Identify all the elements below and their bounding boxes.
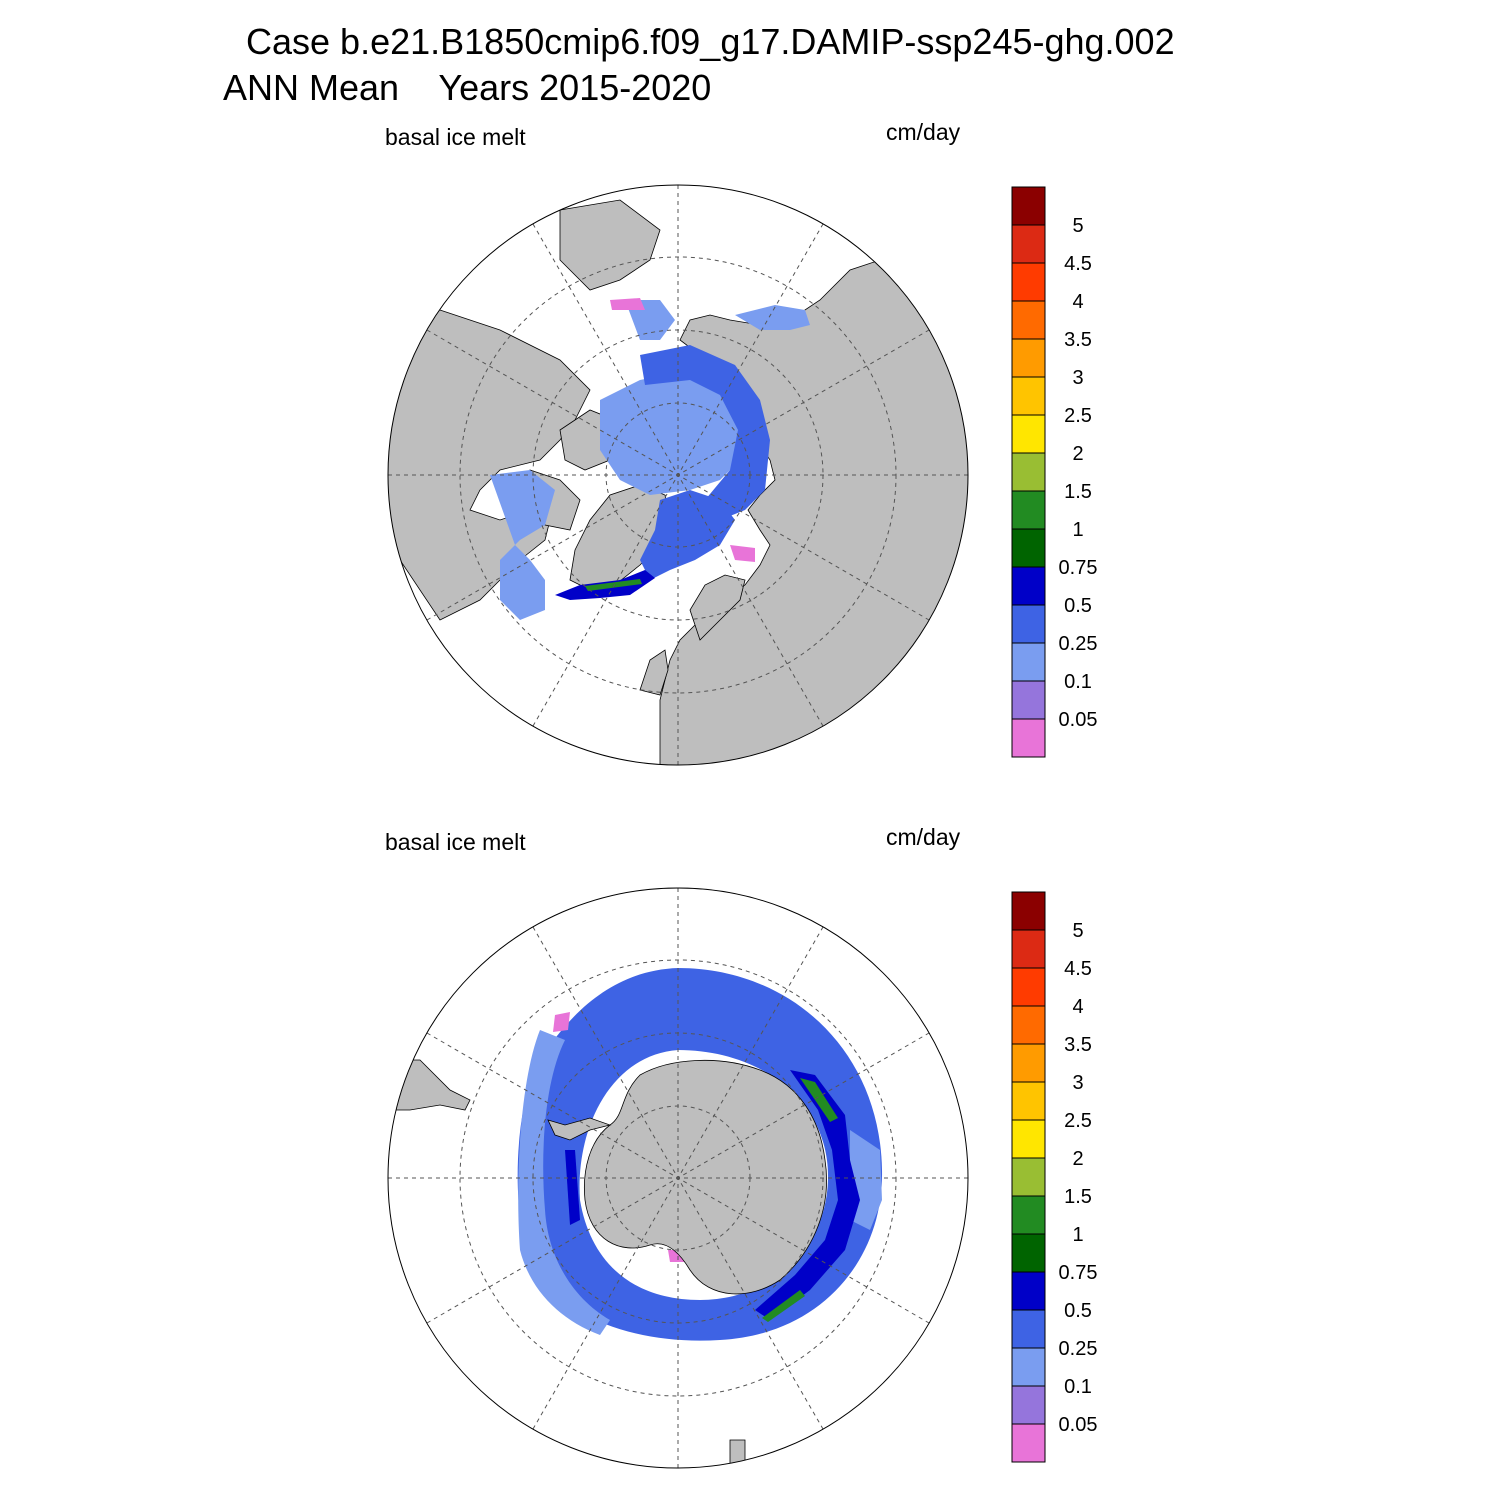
north-colorbar-label: 1	[1072, 519, 1083, 541]
south-panel-units-label: cm/day	[886, 824, 961, 850]
chukotka-land	[559, 199, 661, 291]
antarctic-map-border	[387, 887, 969, 1469]
north-panel-units-label: cm/day	[886, 119, 961, 145]
arctic-map-border	[387, 184, 969, 766]
north-colorbar-label: 4	[1072, 291, 1083, 313]
greenland-sea-melt-field	[640, 490, 735, 580]
north-colorbar-box	[1011, 642, 1046, 682]
south-colorbar-label: 2.5	[1064, 1110, 1092, 1132]
south-colorbar-box	[1011, 1081, 1046, 1121]
east-antarctic-peak-melt-upper	[800, 1078, 838, 1122]
north-colorbar-label: 5	[1072, 215, 1083, 237]
north-colorbar-box	[1011, 300, 1046, 340]
south-colorbar-label: 3.5	[1064, 1034, 1092, 1056]
north-colorbar-box	[1011, 604, 1046, 644]
south-colorbar-box	[1011, 1347, 1046, 1387]
north-colorbar-label: 2	[1072, 443, 1083, 465]
baffin-bay-melt-field	[490, 470, 555, 620]
south-colorbar-box	[1011, 1005, 1046, 1045]
antarctic-polar-map	[387, 887, 969, 1469]
north-colorbar-box	[1011, 452, 1046, 492]
southern-ocean-melt-ring	[517, 968, 883, 1341]
south-panel-variable-label: basal ice melt	[385, 829, 526, 855]
north-colorbar-box	[1011, 680, 1046, 720]
british-isles-land	[639, 649, 669, 696]
figure-title-line-2: ANN Mean Years 2015-2020	[223, 67, 712, 108]
north-colorbar-box	[1011, 718, 1046, 758]
south-colorbar-box	[1011, 891, 1046, 931]
north-colorbar-label: 0.5	[1064, 595, 1092, 617]
north-colorbar-label: 0.05	[1059, 709, 1098, 731]
north-colorbar-box	[1011, 566, 1046, 606]
south-colorbar-label: 0.25	[1059, 1338, 1098, 1360]
north-america-land	[388, 299, 591, 621]
south-colorbar-box	[1011, 1271, 1046, 1311]
south-colorbar-box	[1011, 1233, 1046, 1273]
south-colorbar: 0.05 0.1 0.25 0.5 0.75 1 1.5 2 2.5 3 3.5 4 4.5 5	[1011, 891, 1098, 1463]
north-colorbar-box	[1011, 414, 1046, 454]
south-colorbar-label: 0.05	[1059, 1414, 1098, 1436]
south-colorbar-label: 0.1	[1064, 1376, 1092, 1398]
north-colorbar-box	[1011, 186, 1046, 226]
antarctica-land	[584, 1059, 827, 1295]
north-panel-variable-label: basal ice melt	[385, 124, 526, 150]
north-colorbar-box	[1011, 338, 1046, 378]
okhotsk-sea-melt-field	[735, 305, 810, 330]
south-colorbar-box	[1011, 967, 1046, 1007]
north-colorbar-label: 1.5	[1064, 481, 1092, 503]
south-colorbar-box	[1011, 1195, 1046, 1235]
scandinavia-land	[689, 574, 746, 641]
antarctic-peninsula-land	[547, 1117, 612, 1141]
arctic-graticule	[388, 185, 968, 765]
north-colorbar-label: 0.25	[1059, 633, 1098, 655]
south-colorbar-label: 4.5	[1064, 958, 1092, 980]
north-colorbar: 0.05 0.1 0.25 0.5 0.75 1 1.5 2 2.5 3 3.5 4 4.5 5	[1011, 186, 1098, 758]
bellingshausen-low-melt	[553, 1012, 570, 1032]
south-colorbar-label: 1.5	[1064, 1186, 1092, 1208]
tasmania-land	[729, 1439, 746, 1468]
north-colorbar-box	[1011, 528, 1046, 568]
south-colorbar-box	[1011, 1043, 1046, 1083]
south-colorbar-box	[1011, 1385, 1046, 1425]
north-colorbar-label: 3.5	[1064, 329, 1092, 351]
south-colorbar-box	[1011, 1119, 1046, 1159]
south-colorbar-label: 3	[1072, 1072, 1083, 1094]
barents-low-melt	[730, 545, 755, 562]
south-colorbar-box	[1011, 929, 1046, 969]
arctic-melt-field-light	[600, 370, 745, 495]
south-colorbar-box	[1011, 1309, 1046, 1349]
north-colorbar-label: 0.1	[1064, 671, 1092, 693]
north-colorbar-label: 4.5	[1064, 253, 1092, 275]
south-colorbar-box	[1011, 1423, 1046, 1463]
north-colorbar-box	[1011, 490, 1046, 530]
north-colorbar-label: 0.75	[1059, 557, 1098, 579]
south-colorbar-label: 2	[1072, 1148, 1083, 1170]
north-colorbar-box	[1011, 262, 1046, 302]
arctic-polar-map	[387, 184, 969, 766]
south-colorbar-label: 1	[1072, 1224, 1083, 1246]
chukchi-low-melt	[610, 298, 645, 310]
south-colorbar-box	[1011, 1157, 1046, 1197]
south-colorbar-label: 0.75	[1059, 1262, 1098, 1284]
north-colorbar-label: 3	[1072, 367, 1083, 389]
north-colorbar-box	[1011, 224, 1046, 264]
north-colorbar-box	[1011, 376, 1046, 416]
south-america-land	[388, 1059, 471, 1111]
east-antarctic-strong-melt	[755, 1070, 860, 1320]
figure-title-line-1: Case b.e21.B1850cmip6.f09_g17.DAMIP-ssp2…	[246, 21, 1175, 62]
weddell-strong-melt	[565, 1150, 580, 1225]
arctic-melt-field-mid	[640, 345, 770, 520]
southern-ocean-light-melt-west	[518, 1030, 610, 1335]
antarctic-graticule	[388, 888, 968, 1468]
south-colorbar-label: 4	[1072, 996, 1083, 1018]
east-antarctic-peak-melt-lower	[762, 1290, 805, 1322]
east-greenland-peak-melt	[585, 579, 642, 591]
south-colorbar-label: 0.5	[1064, 1300, 1092, 1322]
south-colorbar-label: 5	[1072, 920, 1083, 942]
north-colorbar-label: 2.5	[1064, 405, 1092, 427]
